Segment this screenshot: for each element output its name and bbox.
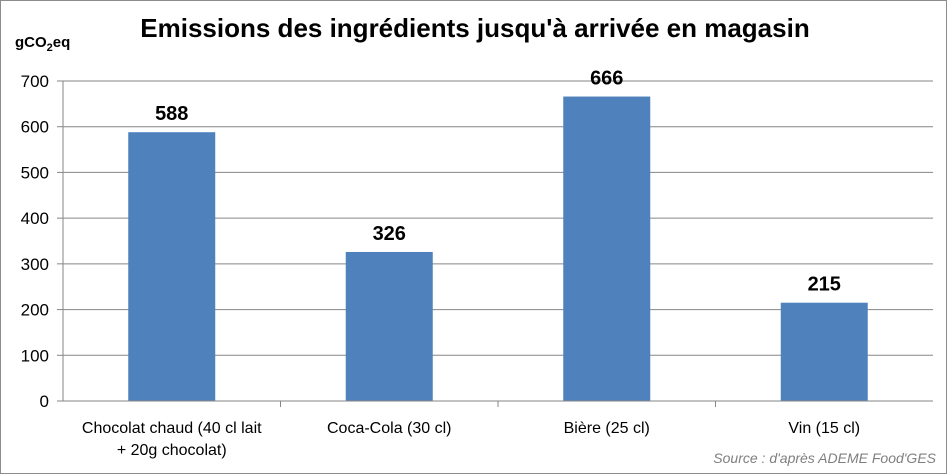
x-tick-labels: Chocolat chaud (40 cl lait + 20g chocolat… [82,420,860,459]
y-tick-label: 100 [21,346,49,365]
source-note: Source : d'après ADEME Food'GES [713,450,936,466]
data-label: 215 [808,274,841,296]
chart-title: Emissions des ingrédients jusqu'à arrivé… [140,13,809,43]
x-tick-label: Chocolat chaud (40 cl lait [82,420,262,437]
bars [128,96,868,402]
y-tick-label: 400 [21,209,49,228]
y-tick-label: 300 [21,255,49,274]
y-tick-labels: 0 100 200 300 400 500 600 700 [21,72,49,411]
y-tick-label: 0 [40,392,49,411]
y-axis-label-tail: eq [53,34,71,51]
y-tick-label: 500 [21,163,49,182]
data-label: 666 [590,68,623,90]
y-axis-label-main: gCO [15,34,47,51]
bar [563,96,651,402]
data-label: 326 [373,223,406,245]
y-tick-label: 600 [21,118,49,137]
x-tick-label: + 20g chocolat) [117,442,227,459]
data-label: 588 [155,103,188,125]
y-axis-label-subscript: 2 [47,42,53,54]
bar [345,251,433,401]
x-tick-label: Coca-Cola (30 cl) [327,420,451,437]
x-tick-label: Bière (25 cl) [564,420,650,437]
data-labels: 588 326 666 215 [155,68,841,296]
bar [780,302,868,401]
y-tick-label: 200 [21,301,49,320]
x-tick-label: Vin (15 cl) [788,420,860,437]
bar [128,132,216,401]
axes [57,80,933,407]
y-axis-label: gCO2eq [15,34,70,54]
y-tick-label: 700 [21,72,49,91]
